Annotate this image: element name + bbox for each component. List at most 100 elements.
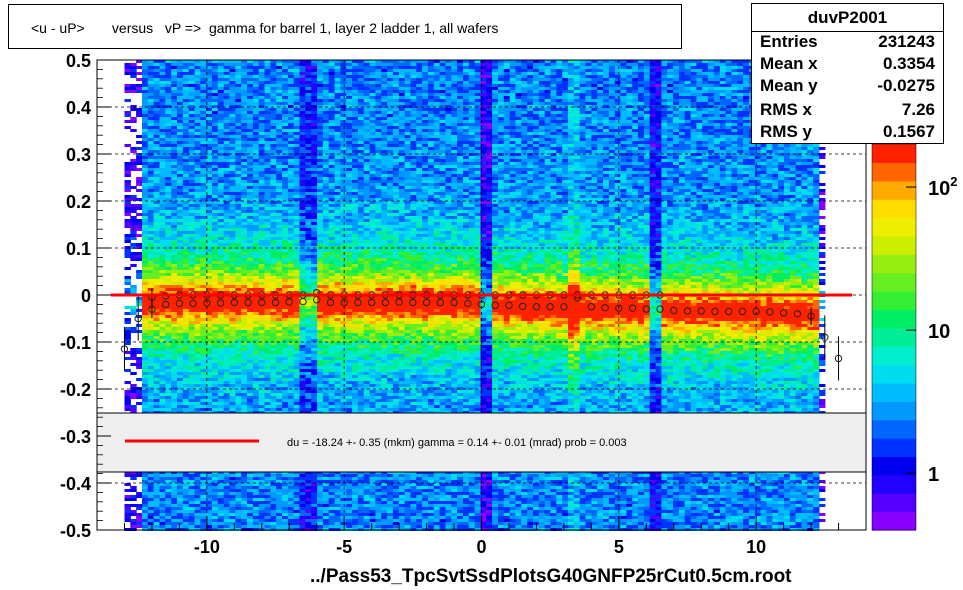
heatmap-cell <box>270 408 277 411</box>
heatmap-cell <box>136 66 143 69</box>
heatmap-cell <box>212 99 219 102</box>
heatmap-cell <box>159 201 166 204</box>
heatmap-cell <box>235 120 242 123</box>
heatmap-cell <box>153 498 160 501</box>
heatmap-cell <box>229 300 236 303</box>
heatmap-cell <box>235 168 242 171</box>
heatmap-cell <box>177 288 184 291</box>
heatmap-cell <box>264 156 271 159</box>
heatmap-cell <box>264 255 271 258</box>
heatmap-cell <box>235 363 242 366</box>
heatmap-cell <box>258 342 266 345</box>
heatmap-cell <box>252 495 260 498</box>
heatmap-cell <box>136 492 143 495</box>
heatmap-cell <box>299 477 306 480</box>
heatmap-cell <box>194 219 201 222</box>
heatmap-cell <box>287 309 295 312</box>
heatmap-cell <box>200 144 207 147</box>
heatmap-cell <box>147 180 155 183</box>
heatmap-cell <box>276 384 283 387</box>
heatmap-cell <box>247 507 254 510</box>
heatmap-cell <box>252 501 260 504</box>
heatmap-cell <box>142 60 149 63</box>
heatmap-cell <box>287 198 295 201</box>
heatmap-cell <box>165 390 172 393</box>
heatmap-cell <box>177 237 184 240</box>
heatmap-cell <box>235 69 242 72</box>
heatmap-cell <box>217 273 225 276</box>
heatmap-cell <box>159 513 166 516</box>
heatmap-cell <box>287 90 295 93</box>
heatmap-cell <box>165 486 172 489</box>
heatmap-cell <box>229 231 236 234</box>
heatmap-cell <box>299 105 306 108</box>
heatmap-cell <box>276 108 283 111</box>
heatmap-cell <box>305 369 312 372</box>
heatmap-cell <box>282 213 289 216</box>
heatmap-cell <box>182 402 190 405</box>
heatmap-cell <box>270 246 277 249</box>
heatmap-cell <box>200 132 207 135</box>
heatmap-cell <box>287 66 295 69</box>
heatmap-cell <box>142 525 149 528</box>
heatmap-cell <box>247 105 254 108</box>
heatmap-cell <box>223 363 231 366</box>
heatmap-cell <box>124 291 131 294</box>
heatmap-cell <box>153 171 160 174</box>
heatmap-cell <box>264 285 271 288</box>
heatmap-cell <box>124 69 131 72</box>
heatmap-cell <box>177 306 184 309</box>
heatmap-cell <box>217 114 225 117</box>
heatmap-cell <box>317 90 324 93</box>
heatmap-cell <box>153 189 160 192</box>
heatmap-cell <box>252 78 260 81</box>
heatmap-cell <box>241 516 248 519</box>
heatmap-cell <box>299 141 306 144</box>
heatmap-cell <box>171 75 178 78</box>
heatmap-cell <box>282 138 289 141</box>
heatmap-cell <box>293 267 301 270</box>
heatmap-cell <box>194 69 201 72</box>
heatmap-cell <box>194 147 201 150</box>
heatmap-cell <box>305 123 312 126</box>
heatmap-cell <box>223 141 231 144</box>
heatmap-cell <box>165 210 172 213</box>
heatmap-cell <box>147 501 155 504</box>
heatmap-cell <box>136 378 143 381</box>
heatmap-cell <box>299 258 306 261</box>
heatmap-cell <box>147 480 155 483</box>
heatmap-cell <box>223 255 231 258</box>
heatmap-cell <box>241 360 248 363</box>
heatmap-cell <box>305 156 312 159</box>
heatmap-cell <box>293 405 301 408</box>
heatmap-cell <box>182 132 190 135</box>
heatmap-cell <box>188 105 196 108</box>
heatmap-cell <box>258 177 266 180</box>
heatmap-cell <box>177 483 184 486</box>
heatmap-cell <box>165 321 172 324</box>
heatmap-cell <box>182 300 190 303</box>
heatmap-cell <box>241 99 248 102</box>
heatmap-cell <box>142 390 149 393</box>
heatmap-cell <box>200 345 207 348</box>
heatmap-cell <box>258 327 266 330</box>
heatmap-cell <box>136 522 143 525</box>
heatmap-cell <box>305 477 312 480</box>
heatmap-cell <box>165 63 172 66</box>
heatmap-cell <box>311 390 318 393</box>
heatmap-cell <box>258 336 266 339</box>
heatmap-cell <box>258 282 266 285</box>
heatmap-cell <box>147 147 155 150</box>
heatmap-cell <box>270 501 277 504</box>
heatmap-cell <box>235 384 242 387</box>
heatmap-cell <box>299 126 306 129</box>
heatmap-cell <box>305 354 312 357</box>
heatmap-cell <box>241 165 248 168</box>
heatmap-cell <box>223 513 231 516</box>
heatmap-cell <box>229 408 236 411</box>
heatmap-cell <box>311 189 318 192</box>
heatmap-cell <box>264 303 271 306</box>
heatmap-cell <box>287 261 295 264</box>
heatmap-cell <box>247 405 254 408</box>
heatmap-cell <box>276 135 283 138</box>
